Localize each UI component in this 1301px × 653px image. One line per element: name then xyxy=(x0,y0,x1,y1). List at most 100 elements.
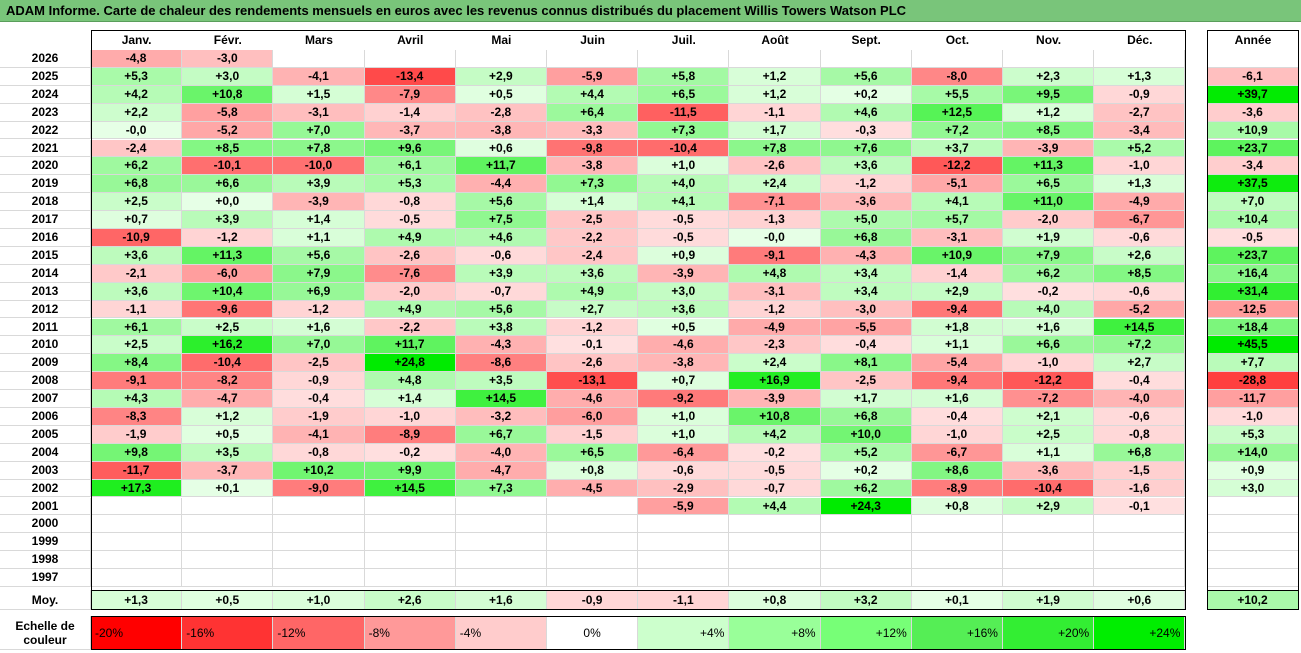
heatmap-cell: +4,9 xyxy=(547,282,639,301)
heatmap-cell: +10,4 xyxy=(182,282,274,301)
heatmap-cell: -9,2 xyxy=(638,390,730,408)
heatmap-cell: -1,0 xyxy=(1003,354,1095,373)
heatmap-cell: +2,7 xyxy=(547,300,639,319)
heatmap-cell: -9,1 xyxy=(91,372,183,391)
heatmap-cell: -12,2 xyxy=(911,157,1003,176)
heatmap-cell: -11,7 xyxy=(91,461,183,480)
heatmap-cell: +0,7 xyxy=(91,211,183,229)
annual-cell: +5,3 xyxy=(1207,425,1299,444)
heatmap-cell: +6,8 xyxy=(820,229,912,247)
heatmap-cell: +5,7 xyxy=(911,211,1003,229)
avg-cell: -0,9 xyxy=(547,590,639,610)
heatmap-cell: +4,2 xyxy=(91,85,183,104)
heatmap-cell xyxy=(182,497,274,516)
heatmap-cell xyxy=(638,569,730,587)
annual-cell xyxy=(1207,569,1299,587)
heatmap-cell: -2,3 xyxy=(729,336,821,355)
year-label: 2007 xyxy=(0,390,91,408)
heatmap-cell xyxy=(1094,569,1186,587)
heatmap-cell: -4,7 xyxy=(182,390,274,408)
heatmap-cell xyxy=(638,50,730,68)
heatmap-cell xyxy=(820,515,912,534)
year-label: 2019 xyxy=(0,175,91,194)
heatmap-cell: -4,7 xyxy=(455,461,547,480)
heatmap-cell: +10,8 xyxy=(729,408,821,426)
heatmap-cell: -8,2 xyxy=(182,372,274,391)
heatmap-cell: +5,8 xyxy=(638,67,730,86)
heatmap-cell: +1,4 xyxy=(364,390,456,408)
annual-cell: +3,0 xyxy=(1207,479,1299,498)
heatmap-cell xyxy=(911,50,1003,68)
year-label: 1999 xyxy=(0,533,91,552)
heatmap-cell xyxy=(638,515,730,534)
heatmap-cell: +10,0 xyxy=(820,425,912,444)
avg-label: Moy. xyxy=(0,590,91,610)
heatmap-cell: +10,2 xyxy=(273,461,365,480)
annual-cell: +37,5 xyxy=(1207,175,1299,194)
annual-cell: -6,1 xyxy=(1207,67,1299,86)
heatmap-cell: +4,6 xyxy=(455,229,547,247)
year-label: 2015 xyxy=(0,246,91,265)
heatmap-cell: +6,9 xyxy=(273,282,365,301)
heatmap-cell xyxy=(364,50,456,68)
heatmap-cell: +9,9 xyxy=(364,461,456,480)
heatmap-cell: -0,4 xyxy=(911,408,1003,426)
heatmap-cell: +8,1 xyxy=(820,354,912,373)
heatmap-cell: -4,6 xyxy=(547,390,639,408)
annual-cell xyxy=(1207,515,1299,534)
heatmap-cell: -3,1 xyxy=(729,282,821,301)
month-header: Juin xyxy=(547,30,639,50)
heatmap-cell: -7,2 xyxy=(1003,390,1095,408)
heatmap-cell: +11,3 xyxy=(1003,157,1095,176)
heatmap-cell: -0,1 xyxy=(1094,497,1186,516)
scale-label: Echelle de couleur xyxy=(0,616,91,650)
heatmap-cell: -2,4 xyxy=(547,246,639,265)
heatmap-cell: -0,3 xyxy=(820,121,912,140)
heatmap-cell xyxy=(1094,50,1186,68)
heatmap-cell: -10,9 xyxy=(91,229,183,247)
heatmap-cell: -1,1 xyxy=(729,103,821,122)
heatmap-cell: -3,8 xyxy=(455,121,547,140)
heatmap-cell xyxy=(273,497,365,516)
heatmap-cell: -3,2 xyxy=(455,408,547,426)
heatmap-cell: +1,1 xyxy=(1003,443,1095,462)
heatmap-cell: -4,5 xyxy=(547,479,639,498)
avg-cell: +1,6 xyxy=(455,590,547,610)
heatmap-cell: +5,6 xyxy=(455,300,547,319)
heatmap-cell: +2,9 xyxy=(1003,497,1095,516)
heatmap-cell: +1,2 xyxy=(729,67,821,86)
month-header: Déc. xyxy=(1094,30,1186,50)
heatmap-cell: +8,5 xyxy=(1003,121,1095,140)
heatmap-cell: +4,3 xyxy=(91,390,183,408)
heatmap-cell: +5,0 xyxy=(820,211,912,229)
year-label: 2022 xyxy=(0,121,91,140)
heatmap-cell: +2,1 xyxy=(1003,408,1095,426)
heatmap-cell: -0,5 xyxy=(638,211,730,229)
month-header: Nov. xyxy=(1003,30,1095,50)
month-header: Mars xyxy=(273,30,365,50)
heatmap-cell: -2,9 xyxy=(638,479,730,498)
heatmap-cell: -4,0 xyxy=(1094,390,1186,408)
heatmap-cell: +1,6 xyxy=(1003,318,1095,337)
heatmap-cell: -4,1 xyxy=(273,425,365,444)
heatmap-cell xyxy=(273,50,365,68)
heatmap-cell: -1,5 xyxy=(1094,461,1186,480)
avg-cell: +1,9 xyxy=(1003,590,1095,610)
heatmap-cell: +4,1 xyxy=(638,193,730,212)
heatmap-cell: -2,5 xyxy=(273,354,365,373)
heatmap-cell: +5,3 xyxy=(364,175,456,194)
heatmap-cell: +7,9 xyxy=(273,264,365,283)
year-label: 2010 xyxy=(0,336,91,355)
avg-annual-cell: +10,2 xyxy=(1207,590,1299,610)
heatmap-cell xyxy=(273,551,365,570)
year-label: 2008 xyxy=(0,372,91,391)
heatmap-cell: -13,4 xyxy=(364,67,456,86)
heatmap-cell: +6,6 xyxy=(182,175,274,194)
heatmap-cell: -1,2 xyxy=(820,175,912,194)
heatmap-cell: +4,4 xyxy=(547,85,639,104)
heatmap-cell: -7,9 xyxy=(364,85,456,104)
annual-cell: +7,0 xyxy=(1207,193,1299,212)
year-label: 2003 xyxy=(0,461,91,480)
heatmap-cell: -1,0 xyxy=(1094,157,1186,176)
annual-cell: +7,7 xyxy=(1207,354,1299,373)
